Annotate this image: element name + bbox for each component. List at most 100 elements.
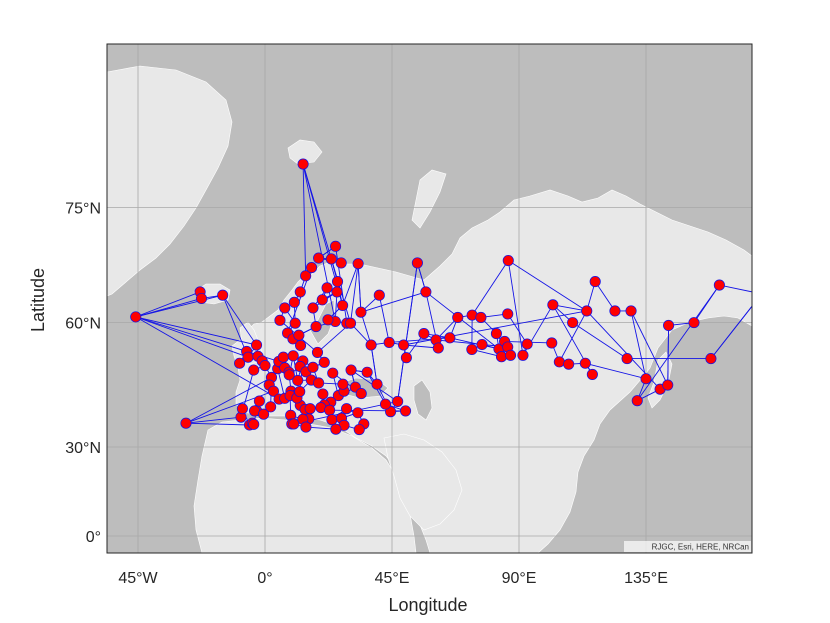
network-node[interactable]: [130, 311, 142, 323]
network-node[interactable]: [335, 257, 347, 269]
network-node[interactable]: [757, 289, 767, 299]
network-node[interactable]: [495, 351, 508, 363]
network-node[interactable]: [294, 286, 306, 298]
network-node[interactable]: [325, 253, 337, 265]
network-node[interactable]: [297, 158, 309, 170]
network-node[interactable]: [621, 353, 633, 365]
network-node[interactable]: [317, 388, 329, 400]
network-node[interactable]: [420, 286, 432, 298]
network-node[interactable]: [304, 403, 316, 415]
network-node[interactable]: [195, 292, 208, 305]
network-node[interactable]: [418, 328, 430, 340]
network-node[interactable]: [277, 351, 289, 363]
network-node[interactable]: [398, 339, 410, 351]
network-node[interactable]: [586, 368, 598, 380]
network-node[interactable]: [289, 317, 301, 329]
network-node[interactable]: [217, 289, 229, 301]
network-node[interactable]: [344, 317, 357, 329]
network-node[interactable]: [318, 356, 330, 368]
network-node[interactable]: [331, 286, 343, 298]
network-node[interactable]: [307, 302, 319, 314]
network-node[interactable]: [326, 414, 338, 426]
network-node[interactable]: [248, 364, 260, 376]
network-node[interactable]: [352, 407, 364, 419]
network-node[interactable]: [236, 403, 248, 415]
network-node[interactable]: [502, 254, 514, 267]
network-node[interactable]: [293, 329, 305, 341]
network-node[interactable]: [337, 299, 349, 311]
network-node[interactable]: [371, 378, 383, 390]
network-node[interactable]: [490, 328, 502, 340]
network-node[interactable]: [337, 378, 349, 390]
network-node[interactable]: [321, 282, 333, 294]
network-node[interactable]: [466, 343, 478, 356]
network-node[interactable]: [432, 342, 444, 354]
network-node[interactable]: [300, 421, 312, 433]
network-node[interactable]: [234, 357, 246, 369]
network-node[interactable]: [250, 339, 263, 351]
network-node[interactable]: [640, 373, 652, 385]
network-node[interactable]: [355, 306, 367, 318]
network-node[interactable]: [274, 314, 286, 326]
network-node[interactable]: [609, 305, 621, 317]
network-node[interactable]: [259, 359, 271, 372]
network-node[interactable]: [242, 351, 254, 363]
network-node[interactable]: [625, 305, 637, 317]
network-node[interactable]: [330, 240, 342, 252]
network-node[interactable]: [288, 296, 300, 308]
network-node[interactable]: [504, 349, 517, 361]
network-node[interactable]: [352, 258, 364, 270]
map-plot-area[interactable]: RJGC, Esri, HERE, NRCan: [106, 43, 767, 554]
network-node[interactable]: [310, 320, 322, 333]
network-node[interactable]: [248, 418, 260, 430]
network-node[interactable]: [287, 350, 299, 362]
network-node[interactable]: [502, 308, 514, 320]
network-node[interactable]: [253, 395, 265, 407]
network-node[interactable]: [475, 311, 487, 324]
network-node[interactable]: [713, 279, 725, 291]
network-node[interactable]: [662, 379, 674, 391]
network-node[interactable]: [327, 367, 339, 379]
network-node[interactable]: [265, 401, 277, 413]
network-node[interactable]: [324, 404, 336, 416]
network-node[interactable]: [322, 314, 334, 326]
network-node[interactable]: [300, 270, 312, 282]
network-node[interactable]: [361, 366, 373, 378]
network-node[interactable]: [444, 332, 456, 344]
network-node[interactable]: [345, 364, 357, 376]
network-node[interactable]: [411, 257, 423, 269]
network-node[interactable]: [313, 252, 325, 264]
network-node[interactable]: [553, 356, 565, 368]
network-node[interactable]: [267, 385, 280, 397]
network-node[interactable]: [283, 369, 295, 381]
network-node[interactable]: [476, 338, 488, 351]
network-node[interactable]: [567, 317, 579, 329]
network-node[interactable]: [341, 403, 353, 415]
network-node[interactable]: [379, 398, 392, 410]
network-node[interactable]: [452, 311, 464, 324]
network-node[interactable]: [399, 405, 412, 417]
network-node[interactable]: [316, 294, 328, 306]
network-node[interactable]: [383, 336, 395, 349]
network-node[interactable]: [180, 417, 192, 429]
network-node[interactable]: [705, 353, 717, 365]
network-node[interactable]: [688, 317, 700, 329]
network-node[interactable]: [392, 395, 404, 407]
network-node[interactable]: [365, 339, 377, 351]
network-node[interactable]: [331, 276, 344, 288]
network-node[interactable]: [306, 262, 318, 274]
network-node[interactable]: [295, 339, 307, 352]
network-node[interactable]: [521, 338, 533, 350]
network-node[interactable]: [579, 357, 591, 369]
network-node[interactable]: [547, 299, 559, 311]
network-node[interactable]: [563, 358, 575, 370]
network-node[interactable]: [400, 352, 412, 364]
network-node[interactable]: [258, 408, 270, 420]
network-node[interactable]: [311, 346, 324, 358]
network-node[interactable]: [663, 319, 675, 331]
network-node[interactable]: [631, 395, 643, 407]
network-node[interactable]: [307, 361, 319, 373]
network-node[interactable]: [288, 418, 300, 430]
network-node[interactable]: [589, 276, 601, 288]
network-node[interactable]: [581, 305, 593, 317]
